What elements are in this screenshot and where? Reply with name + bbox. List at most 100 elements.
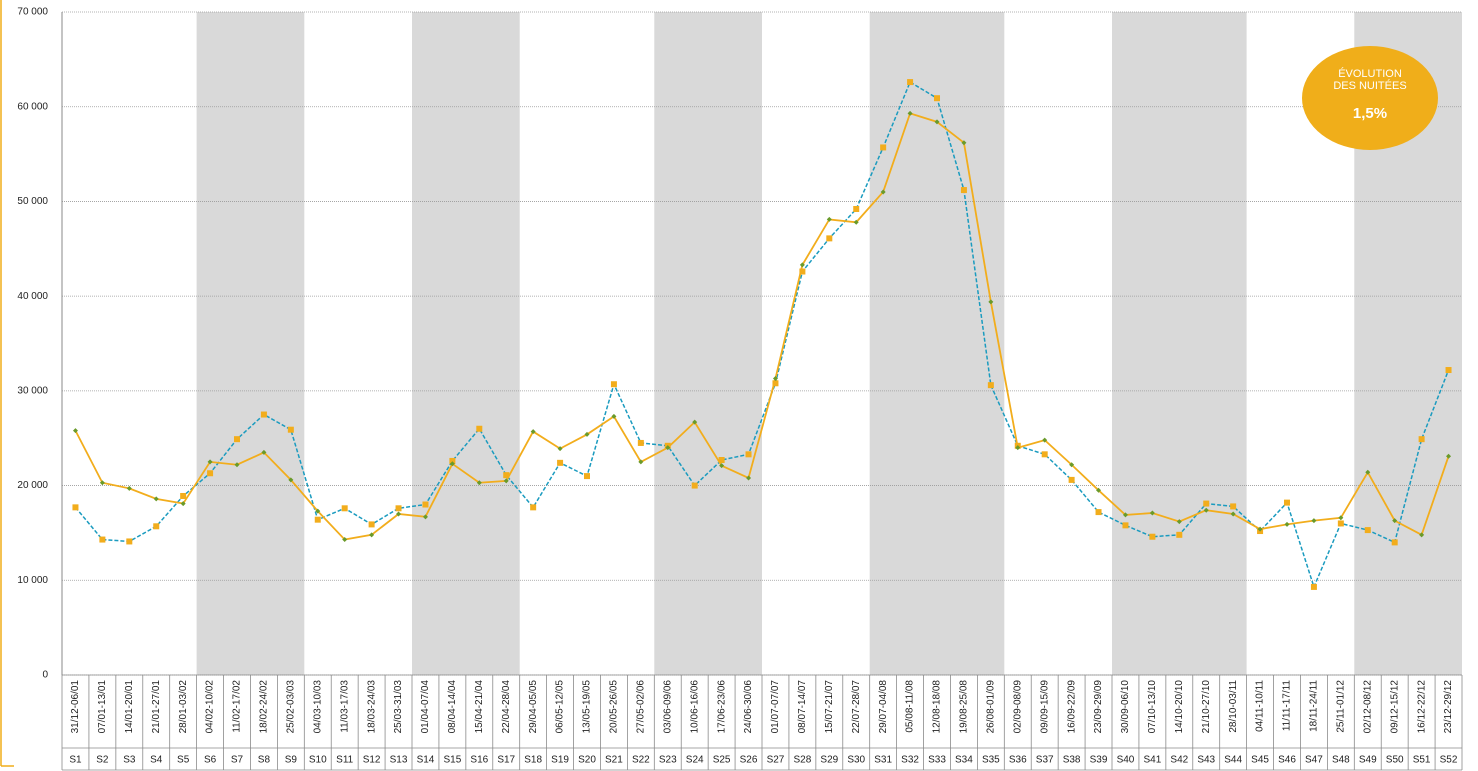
date-label: 11/11-17/11 (1282, 680, 1293, 732)
week-label: S27 (767, 755, 785, 766)
point (422, 501, 429, 508)
week-label: S50 (1386, 755, 1404, 766)
point (1391, 539, 1398, 546)
point (314, 516, 321, 523)
month-shade (412, 12, 520, 675)
point (126, 538, 133, 545)
point (72, 428, 78, 434)
point (72, 504, 79, 511)
date-label: 02/09-08/09 (1012, 680, 1023, 734)
date-label: 12/08-18/08 (932, 680, 943, 734)
week-label: S10 (309, 755, 327, 766)
date-label: 04/02-10/02 (205, 680, 216, 734)
month-shade (869, 12, 1005, 675)
point (907, 110, 913, 116)
point (1096, 487, 1102, 493)
week-label: S11 (336, 755, 353, 766)
date-label: 09/09-15/09 (1039, 680, 1050, 734)
date-label: 15/07-21/07 (824, 680, 835, 734)
week-label: S7 (231, 755, 244, 766)
week-label: S35 (982, 755, 1000, 766)
date-label: 17/06-23/06 (716, 680, 727, 734)
date-label: 11/03-17/03 (339, 680, 350, 733)
point (1230, 503, 1237, 510)
date-label: 31/12-06/01 (70, 680, 81, 734)
point (207, 459, 213, 465)
point (1176, 519, 1182, 525)
badge-text: ÉVOLUTION (1338, 67, 1402, 80)
point (395, 505, 402, 512)
week-label: S17 (497, 755, 515, 766)
point (1364, 527, 1371, 534)
point (610, 381, 617, 388)
point (880, 189, 886, 195)
date-label: 10/06-16/06 (689, 680, 700, 734)
point (1338, 515, 1344, 521)
week-label: S22 (632, 755, 650, 766)
month-shade (654, 12, 762, 675)
week-label: S12 (363, 755, 381, 766)
point (1337, 520, 1344, 527)
date-label: 26/08-01/09 (985, 680, 996, 734)
point (745, 451, 752, 458)
point (287, 426, 294, 433)
point (960, 187, 967, 194)
week-label: S45 (1251, 755, 1269, 766)
week-label: S36 (1009, 755, 1027, 766)
week-label: S20 (578, 755, 596, 766)
point (369, 532, 375, 538)
week-label: S38 (1063, 755, 1081, 766)
point (799, 262, 805, 268)
date-label: 01/07-07/07 (770, 680, 781, 734)
series-line (74, 112, 1450, 541)
week-label: S1 (69, 755, 82, 766)
point (691, 482, 698, 489)
date-label: 29/04-05/05 (528, 680, 539, 734)
date-label: 08/07-14/07 (797, 680, 808, 734)
date-label: 07/10-13/10 (1147, 680, 1158, 734)
date-label: 30/09-06/10 (1120, 680, 1131, 734)
point (1015, 445, 1021, 451)
date-label: 24/06-30/06 (743, 680, 754, 734)
point (260, 411, 267, 418)
week-label: S31 (874, 755, 892, 766)
date-label: 18/03-24/03 (366, 680, 377, 734)
date-label: 06/05-12/05 (555, 680, 566, 734)
date-label: 25/11-01/12 (1335, 680, 1346, 733)
week-label: S23 (659, 755, 677, 766)
date-label: 18/02-24/02 (259, 680, 270, 734)
point (153, 496, 159, 502)
point (315, 508, 321, 514)
point (584, 431, 590, 437)
date-label: 25/03-31/03 (393, 680, 404, 734)
point (1122, 522, 1129, 529)
date-label: 05/08-11/08 (905, 680, 916, 733)
y-tick-label: 50 000 (17, 196, 48, 207)
week-label: S16 (470, 755, 488, 766)
point (1419, 532, 1425, 538)
point (1445, 367, 1452, 374)
week-label: S14 (417, 755, 435, 766)
point (772, 380, 779, 387)
week-label: S26 (740, 755, 758, 766)
date-label: 22/07-28/07 (851, 680, 862, 734)
week-label: S21 (605, 755, 623, 766)
y-tick-label: 10 000 (17, 575, 48, 586)
point (1176, 531, 1183, 538)
week-label: S9 (285, 755, 298, 766)
date-label: 21/01-27/01 (151, 680, 162, 734)
date-label: 19/08-25/08 (959, 680, 970, 734)
point (342, 537, 348, 543)
point (341, 505, 348, 512)
date-label: 16/12-22/12 (1416, 680, 1427, 734)
point (1149, 510, 1155, 516)
point (987, 382, 994, 389)
date-label: 03/06-09/06 (662, 680, 673, 734)
month-shade (196, 12, 305, 675)
point (557, 459, 564, 466)
point (1418, 436, 1425, 443)
badge-value: 1,5% (1353, 105, 1387, 122)
y-tick-label: 30 000 (17, 385, 48, 396)
week-label: S24 (686, 755, 704, 766)
